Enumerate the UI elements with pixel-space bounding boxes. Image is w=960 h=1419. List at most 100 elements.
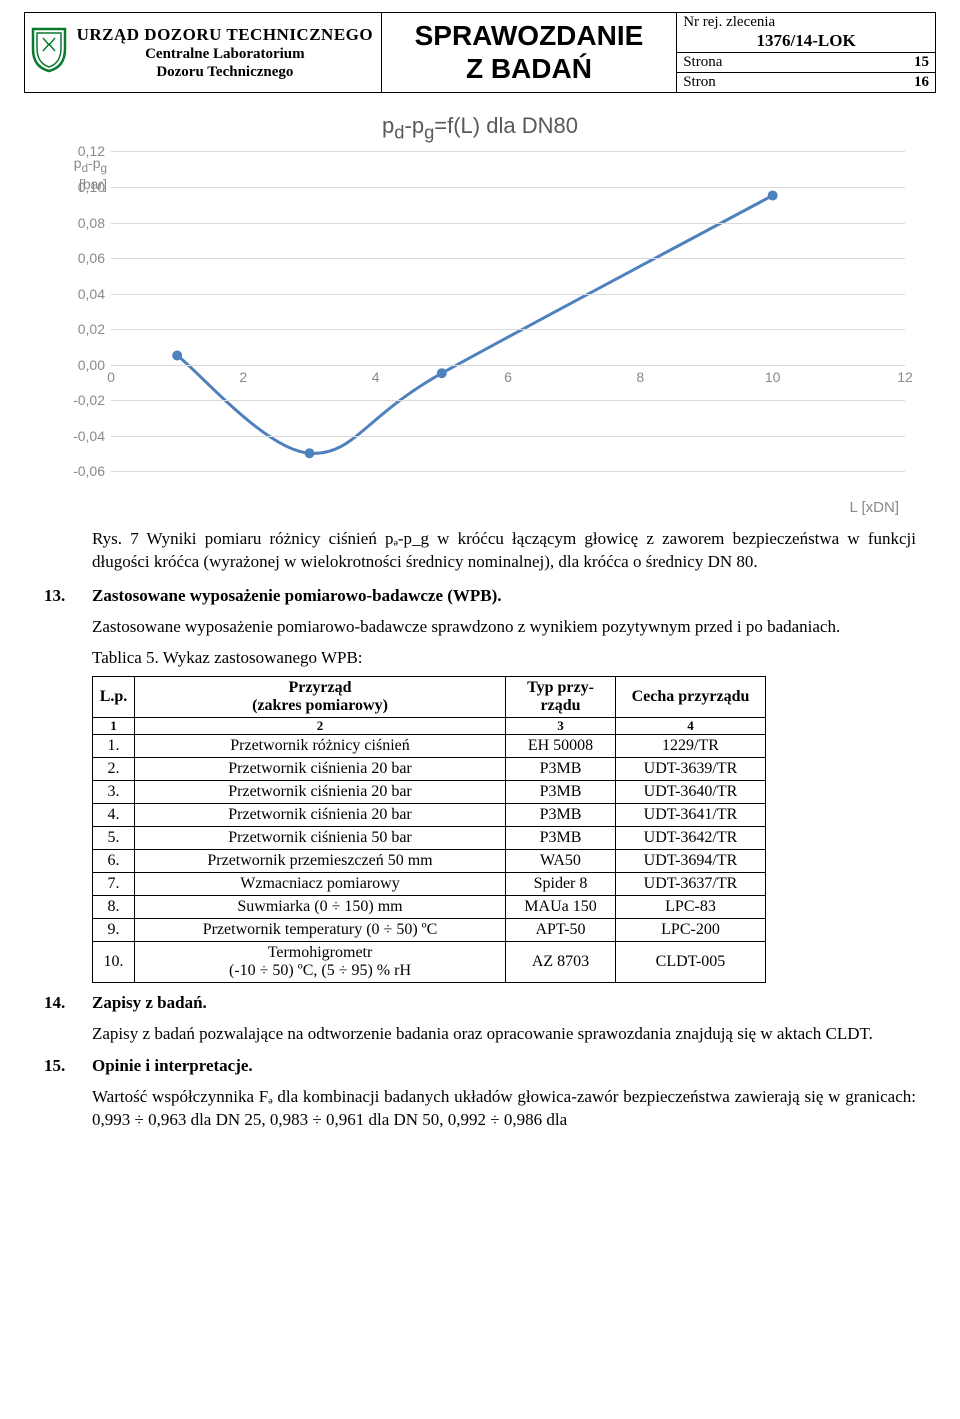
sec13-num: 13.	[44, 586, 92, 606]
th-type: Typ przy- rządu	[506, 677, 616, 718]
udt-logo-icon	[31, 27, 67, 78]
cell-lp: 9.	[93, 919, 135, 942]
chart-marker	[437, 369, 447, 379]
cell-instr: Przetwornik różnicy ciśnień	[135, 735, 506, 758]
sec15-num: 15.	[44, 1056, 92, 1076]
table-row: 10.Termohigrometr (-10 ÷ 50) ºC, (5 ÷ 95…	[93, 942, 766, 983]
hn-3: 3	[506, 718, 616, 735]
page-label: Strona	[683, 54, 914, 71]
header-org: URZĄD DOZORU TECHNICZNEGO Centralne Labo…	[25, 13, 382, 92]
cell-lp: 6.	[93, 850, 135, 873]
cell-instr: Przetwornik ciśnienia 20 bar	[135, 781, 506, 804]
cell-instr: Suwmiarka (0 ÷ 150) mm	[135, 896, 506, 919]
cell-type: Spider 8	[506, 873, 616, 896]
cell-cecha: UDT-3694/TR	[616, 850, 766, 873]
cell-type: P3MB	[506, 804, 616, 827]
chart-marker	[305, 449, 315, 459]
gridline	[111, 258, 905, 259]
sec15-body: Wartość współczynnika Fₔ dla kombinacji …	[92, 1086, 916, 1132]
table-row: 5.Przetwornik ciśnienia 50 barP3MBUDT-36…	[93, 827, 766, 850]
xtick-label: 6	[504, 369, 512, 385]
doc-title-2: Z BADAŃ	[386, 53, 672, 85]
table-row: 7.Wzmacniacz pomiarowySpider 8UDT-3637/T…	[93, 873, 766, 896]
ytick-label: -0,02	[65, 392, 105, 408]
cell-type: APT-50	[506, 919, 616, 942]
chart-line	[177, 196, 773, 454]
cell-lp: 2.	[93, 758, 135, 781]
ytick-label: 0,06	[65, 250, 105, 266]
chart-marker	[768, 191, 778, 201]
ytick-label: 0,04	[65, 286, 105, 302]
chart-dn80: pd-pg=f(L) dla DN80 pd-pg [bar] 0,120,10…	[55, 113, 905, 516]
gridline	[111, 151, 905, 152]
chart-marker	[172, 351, 182, 361]
pages-value: 16	[914, 74, 929, 91]
table-row: 1.Przetwornik różnicy ciśnieńEH 50008122…	[93, 735, 766, 758]
gridline	[111, 294, 905, 295]
org-sub2: Dozoru Technicznego	[75, 63, 375, 81]
sec13-title: Zastosowane wyposażenie pomiarowo-badawc…	[92, 586, 916, 606]
chart-title: pd-pg=f(L) dla DN80	[55, 113, 905, 143]
header-title: SPRAWOZDANIE Z BADAŃ	[382, 13, 677, 92]
header-meta: Nr rej. zlecenia 1376/14-LOK Strona 15 S…	[677, 13, 935, 92]
cell-lp: 1.	[93, 735, 135, 758]
cell-cecha: UDT-3639/TR	[616, 758, 766, 781]
chart-svg	[111, 151, 905, 471]
cell-lp: 7.	[93, 873, 135, 896]
sec14-body: Zapisy z badań pozwalające na odtworzeni…	[92, 1023, 916, 1046]
cell-cecha: 1229/TR	[616, 735, 766, 758]
gridline	[111, 365, 905, 366]
ytick-label: 0,02	[65, 321, 105, 337]
cell-cecha: UDT-3641/TR	[616, 804, 766, 827]
cell-instr: Przetwornik ciśnienia 20 bar	[135, 758, 506, 781]
cell-lp: 8.	[93, 896, 135, 919]
xtick-label: 2	[239, 369, 247, 385]
cell-lp: 5.	[93, 827, 135, 850]
page-value: 15	[914, 54, 929, 71]
table-row: 4.Przetwornik ciśnienia 20 barP3MBUDT-36…	[93, 804, 766, 827]
table-row: 9.Przetwornik temperatury (0 ÷ 50) ºCAPT…	[93, 919, 766, 942]
gridline	[111, 187, 905, 188]
ytick-label: 0,08	[65, 215, 105, 231]
cell-instr: Przetwornik przemieszczeń 50 mm	[135, 850, 506, 873]
cell-type: P3MB	[506, 827, 616, 850]
table-row: 6.Przetwornik przemieszczeń 50 mmWA50UDT…	[93, 850, 766, 873]
xtick-label: 10	[765, 369, 781, 385]
hn-4: 4	[616, 718, 766, 735]
cell-lp: 4.	[93, 804, 135, 827]
cell-instr: Wzmacniacz pomiarowy	[135, 873, 506, 896]
table-row: 2.Przetwornik ciśnienia 20 barP3MBUDT-36…	[93, 758, 766, 781]
sec13-body: Zastosowane wyposażenie pomiarowo-badawc…	[92, 616, 916, 639]
xtick-label: 12	[897, 369, 913, 385]
cell-cecha: CLDT-005	[616, 942, 766, 983]
cell-instr: Przetwornik ciśnienia 50 bar	[135, 827, 506, 850]
cell-instr: Przetwornik ciśnienia 20 bar	[135, 804, 506, 827]
gridline	[111, 329, 905, 330]
cell-instr: Termohigrometr (-10 ÷ 50) ºC, (5 ÷ 95) %…	[135, 942, 506, 983]
gridline	[111, 400, 905, 401]
org-main: URZĄD DOZORU TECHNICZNEGO	[75, 25, 375, 45]
th-cecha: Cecha przyrządu	[616, 677, 766, 718]
th-instr: Przyrząd (zakres pomiarowy)	[135, 677, 506, 718]
cell-type: P3MB	[506, 781, 616, 804]
hn-1: 1	[93, 718, 135, 735]
ytick-label: 0,12	[65, 143, 105, 159]
cell-type: EH 50008	[506, 735, 616, 758]
sec15-title: Opinie i interpretacje.	[92, 1056, 916, 1076]
cell-instr: Przetwornik temperatury (0 ÷ 50) ºC	[135, 919, 506, 942]
ytick-label: -0,06	[65, 463, 105, 479]
figure-caption: Rys. 7 Wyniki pomiaru różnicy ciśnień pₔ…	[92, 528, 916, 574]
cell-type: WA50	[506, 850, 616, 873]
xtick-label: 4	[372, 369, 380, 385]
sec14-num: 14.	[44, 993, 92, 1013]
gridline	[111, 223, 905, 224]
chart-plot-area: 0,120,100,080,060,040,020,00-0,02-0,04-0…	[111, 151, 905, 471]
wpb-table: L.p. Przyrząd (zakres pomiarowy) Typ prz…	[92, 676, 766, 983]
ytick-label: -0,04	[65, 428, 105, 444]
gridline	[111, 436, 905, 437]
hn-2: 2	[135, 718, 506, 735]
table-row: 3.Przetwornik ciśnienia 20 barP3MBUDT-36…	[93, 781, 766, 804]
doc-title-1: SPRAWOZDANIE	[386, 20, 672, 52]
sec14-title: Zapisy z badań.	[92, 993, 916, 1013]
gridline	[111, 471, 905, 472]
